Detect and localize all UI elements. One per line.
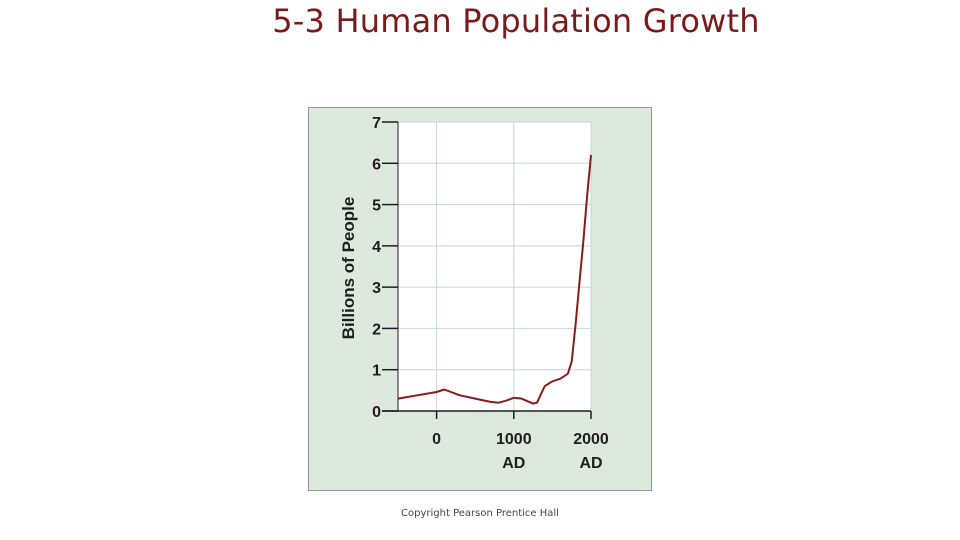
y-tick-label: 7 [372,115,381,132]
plot-area [398,122,591,411]
y-tick-label: 0 [372,404,381,421]
x-tick-sublabel: AD [502,455,525,472]
y-tick-label: 4 [372,239,381,256]
y-tick-label: 6 [372,156,381,173]
chart-figure: 0 1 2 3 4 5 6 7 0 1000 AD 2000 AD Billions of Peopl… [308,107,652,491]
series-layer [397,154,592,405]
x-tick-label: 0 [432,431,441,448]
x-tick-sublabel: AD [579,455,602,472]
population-line [397,154,592,405]
y-axis-title: Billions of People [339,197,358,340]
x-axis: 0 1000 AD 2000 AD [382,410,609,472]
grid [398,121,592,412]
copyright-footer: Copyright Pearson Prentice Hall [0,508,960,519]
population-chart: 0 1 2 3 4 5 6 7 0 1000 AD 2000 AD Billions of Peopl… [339,115,609,472]
y-tick-label: 3 [372,280,381,297]
copyright-text: Copyright Pearson Prentice Hall [401,508,559,519]
x-tick-label: 2000 [573,431,609,448]
y-axis: 0 1 2 3 4 5 6 7 [372,115,399,421]
slide-title: 5-3 Human Population Growth [272,2,760,40]
x-tick-label: 1000 [496,431,532,448]
y-tick-label: 1 [372,363,381,380]
y-tick-label: 2 [372,321,381,338]
y-tick-label: 5 [372,198,381,215]
